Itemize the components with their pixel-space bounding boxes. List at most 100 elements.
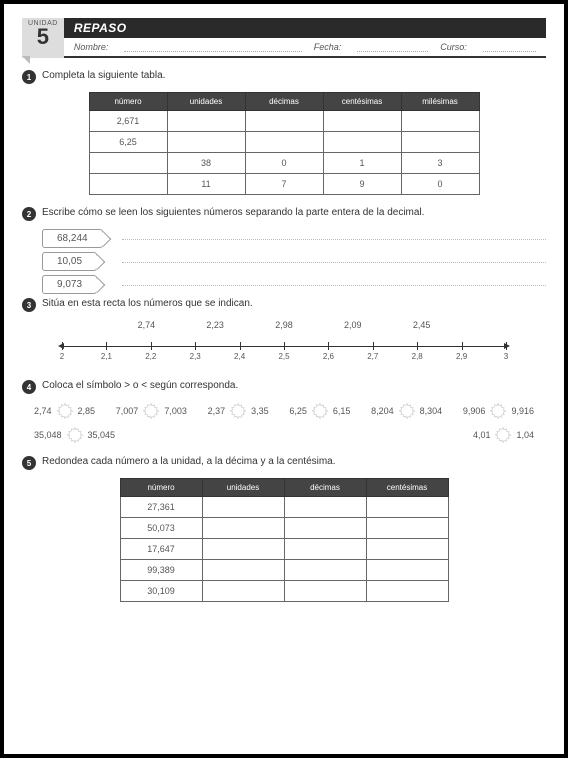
question-2: 2 Escribe cómo se leen los siguientes nú… [22,207,546,221]
compare-left: 8,204 [371,406,394,416]
table-cell[interactable] [89,153,167,174]
table-cell[interactable]: 3 [401,153,479,174]
question-3: 3 Sitúa en esta recta los números que se… [22,298,546,312]
table-cell[interactable]: 9 [323,174,401,195]
table-row: 27,361 [120,497,448,518]
table-header: unidades [202,479,284,497]
table-cell[interactable] [202,497,284,518]
table-cell[interactable] [167,111,245,132]
tick-label: 2,1 [101,352,112,361]
star-icon[interactable] [494,426,512,444]
table-cell[interactable] [366,539,448,560]
number-tag: 68,244 [42,229,103,248]
question-text: Sitúa en esta recta los números que se i… [42,298,253,309]
page-title: REPASO [64,18,546,38]
table-cell[interactable] [284,539,366,560]
table-cell[interactable]: 2,671 [89,111,167,132]
tick-label: 2,5 [278,352,289,361]
table-cell[interactable] [366,518,448,539]
answer-line[interactable] [122,284,546,286]
table-cell[interactable]: 38 [167,153,245,174]
table-cell[interactable] [202,581,284,602]
star-icon[interactable] [142,402,160,420]
table-cell[interactable] [401,132,479,153]
table-cell[interactable] [167,132,245,153]
value-label: 2,23 [206,320,224,330]
compare-left: 4,01 [473,430,491,440]
number-line: 22,12,22,32,42,52,62,72,82,93 [62,338,506,368]
table-cell[interactable]: 11 [167,174,245,195]
table-cell[interactable]: 7 [245,174,323,195]
tick-label: 2,9 [456,352,467,361]
table-cell[interactable] [401,111,479,132]
table-cell[interactable] [284,518,366,539]
table-cell[interactable]: 30,109 [120,581,202,602]
tick-mark [62,342,63,350]
question-4: 4 Coloca el símbolo > o < según correspo… [22,380,546,394]
table-cell[interactable] [245,111,323,132]
number-tags: 68,24410,059,073 [42,229,546,286]
table-cell[interactable] [323,132,401,153]
table-cell[interactable]: 6,25 [89,132,167,153]
star-icon[interactable] [489,402,507,420]
name-field[interactable] [124,42,301,52]
table-cell[interactable]: 0 [401,174,479,195]
compare-right: 1,04 [516,430,534,440]
table-row: 11790 [89,174,479,195]
table-cell[interactable]: 0 [245,153,323,174]
tick-mark [417,342,418,350]
star-icon[interactable] [311,402,329,420]
table-row: 30,109 [120,581,448,602]
table-cell[interactable] [284,497,366,518]
table-cell[interactable]: 27,361 [120,497,202,518]
compare-pair: 35,04835,045 [34,426,115,444]
table-cell[interactable] [366,581,448,602]
star-icon[interactable] [229,402,247,420]
table-cell[interactable]: 1 [323,153,401,174]
table-1: númerounidadesdécimascentésimasmilésimas… [89,92,480,195]
compare-left: 9,906 [463,406,486,416]
table-header: décimas [245,93,323,111]
course-field[interactable] [483,42,536,52]
table-cell[interactable] [323,111,401,132]
tick-label: 2,6 [323,352,334,361]
table-2: númerounidadesdécimascentésimas27,36150,… [120,478,449,602]
question-text: Escribe cómo se leen los siguientes núme… [42,207,424,218]
tick-label: 2,2 [145,352,156,361]
tick-mark [195,342,196,350]
star-icon[interactable] [66,426,84,444]
table-row: 38013 [89,153,479,174]
star-icon[interactable] [56,402,74,420]
tick-mark [106,342,107,350]
table-cell[interactable] [366,560,448,581]
question-number: 2 [22,207,36,221]
table-cell[interactable] [284,560,366,581]
table-cell[interactable]: 99,389 [120,560,202,581]
table-cell[interactable] [366,497,448,518]
table-cell[interactable] [202,560,284,581]
table-row: 6,25 [89,132,479,153]
question-number: 1 [22,70,36,84]
question-text: Redondea cada número a la unidad, a la d… [42,456,336,467]
answer-line[interactable] [122,261,546,263]
tick-mark [506,342,507,350]
compare-pair: 2,373,35 [208,402,269,420]
table-cell[interactable]: 17,647 [120,539,202,560]
table-cell[interactable] [202,518,284,539]
tick-mark [151,342,152,350]
star-icon[interactable] [398,402,416,420]
answer-line[interactable] [122,238,546,240]
compare-left: 7,007 [116,406,139,416]
table-cell[interactable] [202,539,284,560]
value-label: 2,09 [344,320,362,330]
table-header: décimas [284,479,366,497]
table-cell[interactable] [245,132,323,153]
table-cell[interactable]: 50,073 [120,518,202,539]
tick-mark [373,342,374,350]
table-cell[interactable] [284,581,366,602]
student-info-line: Nombre: Fecha: Curso: [64,38,546,58]
date-field[interactable] [357,42,428,52]
table-header: unidades [167,93,245,111]
table-cell[interactable] [89,174,167,195]
number-tag: 10,05 [42,252,97,271]
